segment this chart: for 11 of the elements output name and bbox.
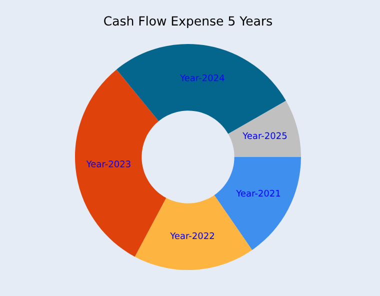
donut-slice (116, 44, 286, 134)
donut-slice (75, 69, 166, 257)
slice-label: Year-2021 (236, 190, 280, 197)
slice-label: Year-2024 (180, 74, 224, 82)
chart-title: Cash Flow Expense 5 Years (104, 16, 272, 28)
slice-label: Year-2025 (242, 132, 287, 140)
slice-label: Year-2023 (86, 160, 130, 168)
donut-slice (228, 100, 301, 157)
slice-label: Year-2022 (170, 232, 214, 240)
donut-slice (214, 157, 301, 250)
donut-slice (134, 195, 252, 270)
